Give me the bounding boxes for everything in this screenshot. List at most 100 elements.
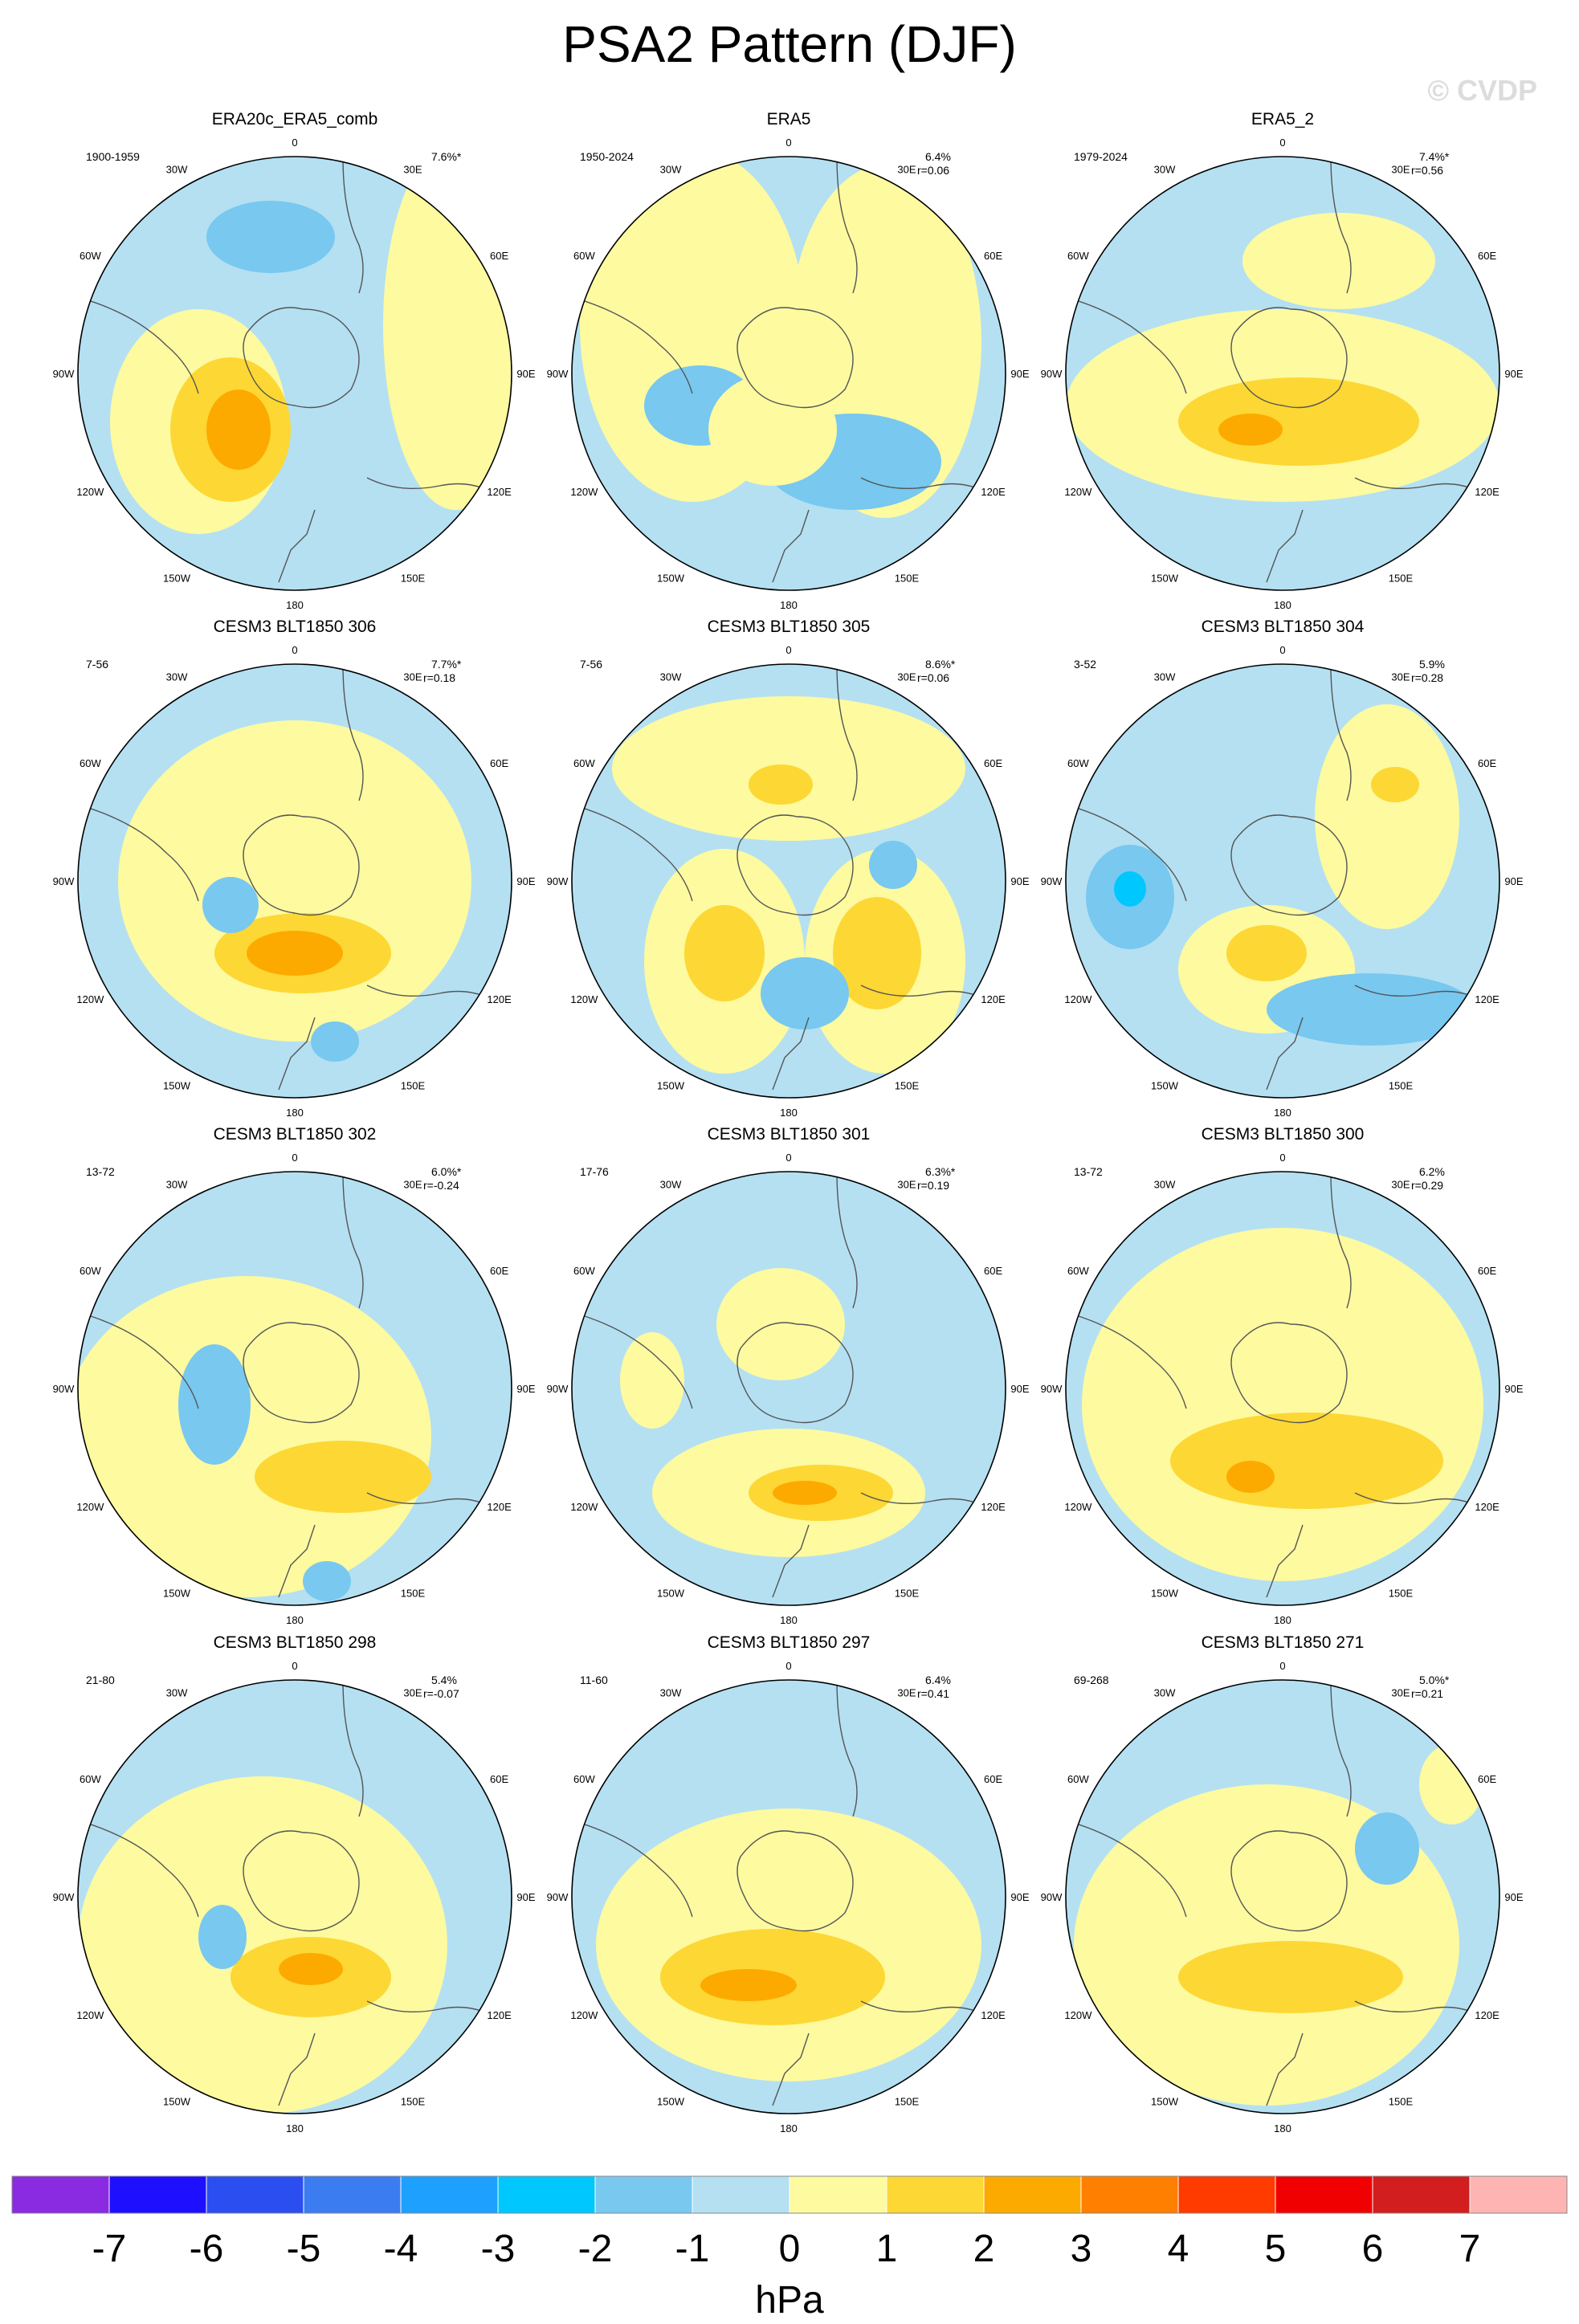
anomaly-contour (869, 841, 917, 889)
longitude-label: 120W (570, 1501, 598, 1513)
longitude-label: 120E (981, 1501, 1006, 1513)
panel-correlation: r=0.28 (1411, 671, 1443, 684)
colorbar-unit: hPa (755, 2279, 824, 2321)
new-zealand-coast (772, 509, 810, 583)
anomaly-contour (1114, 871, 1146, 907)
anomaly-contour (1267, 973, 1475, 1046)
anomaly-contour (206, 389, 271, 470)
longitude-label: 120W (76, 486, 104, 498)
longitude-label: 120W (76, 2009, 104, 2021)
map-border (1065, 156, 1500, 591)
longitude-label: 90E (516, 368, 535, 380)
antarctica-outline (1230, 307, 1348, 409)
longitude-label: 60E (1478, 1773, 1496, 1785)
longitude-label: 30E (1391, 1178, 1410, 1190)
longitude-label: 0 (785, 137, 791, 149)
colorbar-tick-label: 6 (1362, 2228, 1384, 2270)
longitude-label: 90W (53, 1891, 75, 1903)
anomaly-contour (198, 1905, 247, 1969)
longitude-label: 90E (1504, 1383, 1523, 1395)
longitude-label: 30E (1391, 671, 1410, 683)
longitude-label: 60E (490, 1265, 508, 1277)
colorbar-ticks: -7 -6 -5 -4 -3 -2 -1 0 1 2 3 4 5 6 7 (92, 2228, 1481, 2270)
colorbar: -7 -6 -5 -4 -3 -2 -1 0 1 2 3 4 5 6 7 hPa (11, 2175, 1568, 2321)
longitude-label: 180 (1274, 2122, 1291, 2134)
anomaly-contour (1082, 1228, 1483, 1581)
longitude-label: 30W (1154, 1686, 1176, 1698)
longitude-label: 120E (1475, 993, 1499, 1005)
longitude-label: 90W (547, 1383, 569, 1395)
longitude-label: 30E (897, 671, 916, 683)
panel-title: CESM3 BLT1850 304 (1202, 618, 1365, 636)
anomaly-contour (1419, 1744, 1483, 1825)
map-border (1065, 663, 1500, 1099)
new-zealand-coast (772, 2032, 810, 2106)
longitude-label: 120E (1475, 486, 1499, 498)
colorbar-tick-label: 2 (973, 2228, 995, 2270)
longitude-label: 120W (1064, 486, 1092, 498)
anomaly-contour (202, 877, 259, 933)
map-border (571, 156, 1006, 591)
colorbar-tick-label: -5 (287, 2228, 321, 2270)
panel-variance: 6.3%* (925, 1165, 956, 1178)
longitude-label: 150W (163, 1588, 191, 1600)
map-border (77, 156, 512, 591)
africa-coast (1330, 664, 1352, 801)
new-zealand-coast (1266, 2032, 1304, 2106)
contour-fills (78, 1776, 447, 2114)
contour-fills (1086, 704, 1475, 1046)
antarctica-outline (243, 814, 360, 916)
anomaly-contour (255, 1441, 431, 1513)
new-zealand-coast (772, 1017, 810, 1091)
colorbar-tick-label: 5 (1265, 2228, 1287, 2270)
panel-variance: 6.0%* (431, 1165, 462, 1178)
anomaly-contour (1371, 767, 1419, 802)
longitude-label: 120E (487, 1501, 512, 1513)
map-border (571, 1679, 1006, 2114)
south-america-coast (572, 1820, 693, 1918)
longitude-label: 90E (1010, 1383, 1029, 1395)
anomaly-contour (1170, 1413, 1443, 1509)
new-zealand-coast (1266, 509, 1304, 583)
anomaly-contour (716, 1268, 845, 1380)
longitude-label: 90E (516, 1383, 535, 1395)
longitude-label: 30E (897, 1686, 916, 1698)
map-panel: 0 30E 60E 90E 120E 150E 180 150W 120W 90W 60W 30W CE… (53, 1633, 536, 2134)
panel-title: CESM3 BLT1850 300 (1202, 1125, 1365, 1144)
south-america-coast (1066, 296, 1187, 394)
longitude-label: 120E (487, 2009, 512, 2021)
map-panel: 0 30E 60E 90E 120E 150E 180 150W 120W 90W 60W 30W CE… (53, 618, 536, 1119)
colorbar-box (206, 2175, 304, 2214)
longitude-label: 120W (570, 993, 598, 1005)
longitude-label: 120W (570, 2009, 598, 2021)
longitude-label: 150E (1389, 1588, 1414, 1600)
new-zealand-coast (278, 2032, 316, 2106)
south-america-coast (78, 296, 199, 394)
map-panels: 0 30E 60E 90E 120E 150E 180 150W 120W 90W 60W 30W ER… (53, 110, 1524, 2134)
panel-title: CESM3 BLT1850 306 (214, 618, 377, 636)
panel-years: 13-72 (86, 1165, 115, 1178)
longitude-label: 90E (1010, 875, 1029, 887)
colorbar-tick-label: -7 (92, 2228, 127, 2270)
longitude-label: 30W (660, 671, 682, 683)
colorbar-box (11, 2175, 110, 2214)
longitude-label: 180 (286, 1107, 304, 1119)
longitude-label: 120E (981, 2009, 1006, 2021)
colorbar-tick-label: 7 (1459, 2228, 1481, 2270)
colorbar-box (983, 2175, 1082, 2214)
anomaly-contour (1226, 925, 1307, 981)
new-zealand-coast (1266, 1017, 1304, 1091)
africa-coast (836, 664, 858, 801)
map-panel: 0 30E 60E 90E 120E 150E 180 150W 120W 90W 60W 30W CE… (547, 1633, 1030, 2134)
longitude-label: 180 (286, 2122, 304, 2134)
longitude-label: 150E (1389, 1080, 1414, 1092)
longitude-label: 60W (573, 1773, 595, 1785)
longitude-label: 150W (1151, 1080, 1179, 1092)
map-border (1065, 1679, 1500, 2114)
anomaly-contour (761, 957, 849, 1029)
colorbar-tick-label: 1 (876, 2228, 898, 2270)
longitude-label: 90E (1010, 368, 1029, 380)
contour-fills (1074, 1744, 1483, 2106)
africa-coast (836, 1172, 858, 1309)
longitude-label: 30W (660, 163, 682, 175)
